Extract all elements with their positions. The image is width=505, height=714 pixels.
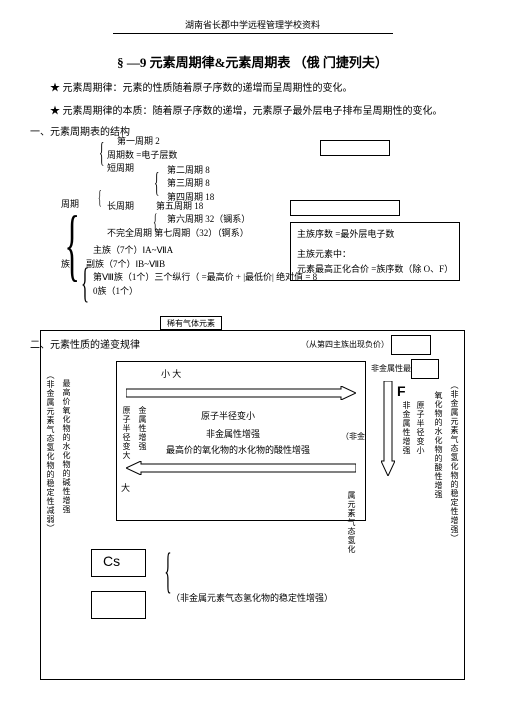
inner-rect: [116, 361, 366, 521]
text-neg-valence: （从第四主族出现负价）: [301, 339, 389, 350]
tree-row: 族副族（7个）ⅠB~ⅦB: [61, 258, 317, 272]
empty-box: [91, 591, 146, 619]
text-radius-small: 原子半径变小: [201, 409, 255, 422]
periodic-trend-diagram: 小 大 （从第四主族出现负价） 非金属性最强 F 原子半径变小 非金属性增强 最…: [40, 330, 465, 680]
text-nonmetal-note: （非金: [341, 431, 365, 442]
text-large: 大: [121, 481, 130, 494]
brace-icon: {: [65, 185, 80, 305]
tree-row: 第二周期 8: [167, 164, 317, 178]
page-header: 湖南省长郡中学远程管理学校资料: [0, 0, 505, 31]
brace-icon: {: [99, 133, 104, 175]
header-rule: [113, 33, 393, 34]
brace-icon: {: [98, 183, 102, 213]
tree-row: 不完全周期 第七周期（32）（锕系）: [107, 227, 317, 241]
doc-title: § —9 元素周期律&元素周期表 （俄 门捷列夫）: [0, 52, 505, 71]
vtext-left-2: 最高价氧化物的水化物的碱性增强: [61, 379, 72, 514]
empty-box: [290, 200, 400, 216]
vtext-right-2: 原子半径变小: [415, 401, 426, 455]
tree-row: 0族（1个）: [93, 285, 317, 299]
vtext-right-1: 非金属性增强: [401, 401, 412, 455]
vtext-right-3: 氧化物的水化物的酸性增强: [433, 391, 444, 499]
arrow-right-icon: [126, 386, 356, 400]
rare-gas-box: 稀有气体元素: [160, 316, 222, 330]
text-nonmetal-inc: 非金属性增强: [206, 427, 260, 440]
vtext-left-4: 金属性增强: [137, 406, 148, 451]
structure-tree: { { { { { { 第一周期 2 周期数 =电子层数 短周期 第二周期 8 …: [55, 135, 317, 298]
tree-row: 主族（7个）ⅠA~ⅦA: [93, 244, 317, 258]
info-line: 主族元素中：: [297, 247, 453, 261]
vtext-left-3: 原子半径变大: [121, 406, 132, 460]
tree-row: 周期数 =电子层数: [107, 149, 317, 163]
text-bottom: （非金属元素气态氢化物的稳定性增强）: [171, 591, 333, 604]
vtext-right-4: （非金属元素气态氢化物的稳定性增强）: [449, 381, 460, 543]
brace-icon: {: [153, 205, 157, 238]
empty-box: [320, 140, 390, 156]
tree-row: 第一周期 2: [117, 135, 317, 149]
corner-box: [391, 335, 431, 355]
info-line: 主族序数 =最外层电子数: [297, 227, 453, 241]
brace-icon: {: [81, 253, 89, 316]
definition-1: ★ 元素周期律：元素的性质随着原子序数的递增而呈周期性的变化。: [50, 79, 505, 94]
info-line: 元素最高正化合价 =族序数（除 O、F）: [297, 262, 453, 276]
text-acid-inc: 最高价的氧化物的水化物的酸性增强: [166, 443, 310, 456]
f-box: [411, 359, 439, 379]
element-f: F: [397, 383, 406, 399]
tree-row: 第Ⅷ族（1个）三个纵行（ =最高价 + |最低价| 绝对值 = 8: [93, 271, 317, 285]
vtext-left-1: （非金属元素气态氢化物的稳定性减弱）: [45, 371, 56, 533]
definition-2: ★ 元素周期律的本质：随着原子序数的递增，元素原子最外层电子排布呈周期性的变化。: [50, 102, 505, 117]
info-box: 主族序数 =最外层电子数 主族元素中： 元素最高正化合价 =族序数（除 O、F）: [290, 222, 460, 281]
tree-row: 第三周期 8: [167, 177, 317, 191]
vtext-right-5: 属元素气态氢化: [346, 491, 357, 554]
text-small-large: 小 大: [161, 367, 181, 380]
arrow-left-icon: [126, 461, 356, 475]
element-cs: Cs: [103, 553, 120, 569]
brace-icon: {: [154, 163, 159, 205]
arrow-down-icon: [381, 381, 395, 476]
